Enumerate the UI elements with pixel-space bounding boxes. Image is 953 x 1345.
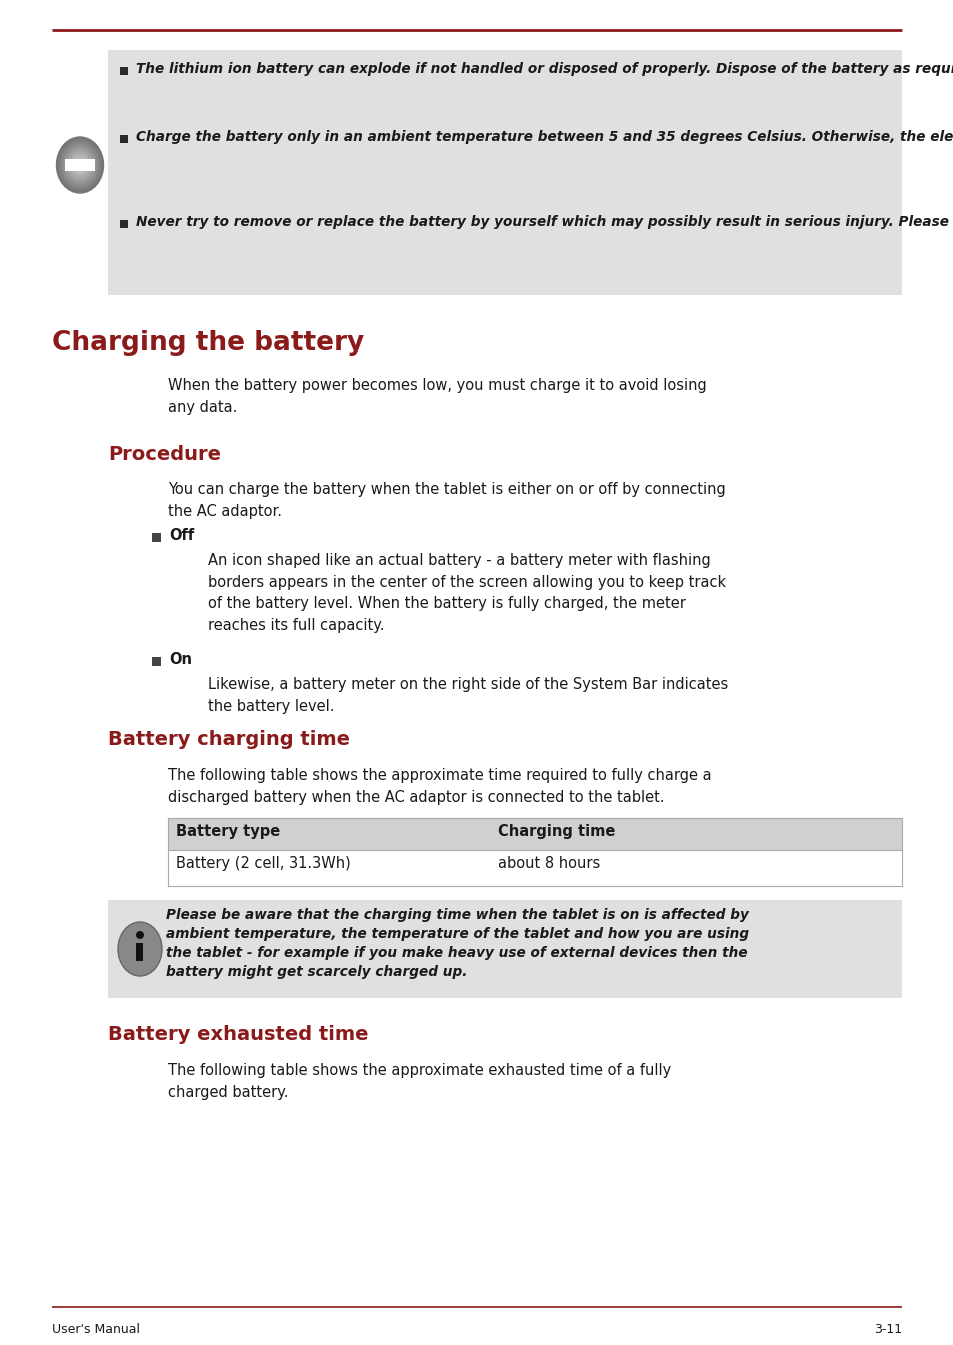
Ellipse shape [72,156,88,174]
Ellipse shape [60,143,99,188]
Ellipse shape [68,151,91,179]
Ellipse shape [59,141,100,190]
Bar [120,221,128,229]
Ellipse shape [75,159,85,171]
Text: Procedure: Procedure [108,445,221,464]
Ellipse shape [57,139,103,192]
Ellipse shape [64,147,96,184]
Ellipse shape [56,137,104,192]
Text: Battery exhausted time: Battery exhausted time [108,1025,368,1044]
Bar [108,50,901,295]
Text: Charging the battery: Charging the battery [52,330,364,356]
Text: Charge the battery only in an ambient temperature between 5 and 35 degrees Celsi: Charge the battery only in an ambient te… [136,130,953,144]
Bar [152,533,161,542]
Ellipse shape [67,149,93,182]
Bar [136,943,143,960]
Ellipse shape [76,161,83,169]
Bar [120,67,128,75]
Ellipse shape [59,140,101,190]
Ellipse shape [71,153,90,176]
Bar [168,818,901,850]
Bar [65,159,95,171]
Ellipse shape [63,145,97,186]
Ellipse shape [71,155,89,175]
Text: An icon shaped like an actual battery - a battery meter with flashing
borders ap: An icon shaped like an actual battery - … [208,553,725,632]
Text: On: On [169,652,192,667]
Ellipse shape [77,161,83,168]
Text: Likewise, a battery meter on the right side of the System Bar indicates
the batt: Likewise, a battery meter on the right s… [208,677,727,714]
Ellipse shape [70,153,91,178]
Text: You can charge the battery when the tablet is either on or off by connecting
the: You can charge the battery when the tabl… [168,482,725,519]
Ellipse shape [73,157,87,174]
Text: Battery (2 cell, 31.3Wh): Battery (2 cell, 31.3Wh) [175,855,351,872]
Text: Off: Off [169,529,194,543]
Ellipse shape [75,160,84,169]
Ellipse shape [118,923,162,976]
Ellipse shape [79,164,81,165]
Text: The following table shows the approximate exhausted time of a fully
charged batt: The following table shows the approximat… [168,1063,671,1100]
Bar [120,134,128,143]
Ellipse shape [61,143,98,187]
Bar [152,656,161,666]
Text: Charging time: Charging time [497,824,615,839]
Ellipse shape [58,139,102,191]
Ellipse shape [65,147,95,183]
Text: 3-11: 3-11 [873,1323,901,1336]
Text: Battery charging time: Battery charging time [108,730,350,749]
Ellipse shape [69,152,91,178]
Text: The following table shows the approximate time required to fully charge a
discha: The following table shows the approximat… [168,768,711,804]
Text: The lithium ion battery can explode if not handled or disposed of properly. Disp: The lithium ion battery can explode if n… [136,62,953,77]
Ellipse shape [136,931,144,939]
Text: Battery type: Battery type [175,824,280,839]
Text: User's Manual: User's Manual [52,1323,140,1336]
Ellipse shape [66,148,94,182]
Text: Never try to remove or replace the battery by yourself which may possibly result: Never try to remove or replace the batte… [136,215,953,229]
Text: Please be aware that the charging time when the tablet is on is affected by
ambi: Please be aware that the charging time w… [166,908,748,979]
Ellipse shape [62,144,98,186]
Text: about 8 hours: about 8 hours [497,855,599,872]
Bar [108,900,901,998]
Ellipse shape [67,151,92,180]
Text: When the battery power becomes low, you must charge it to avoid losing
any data.: When the battery power becomes low, you … [168,378,706,414]
Ellipse shape [78,163,82,167]
Ellipse shape [74,157,86,172]
